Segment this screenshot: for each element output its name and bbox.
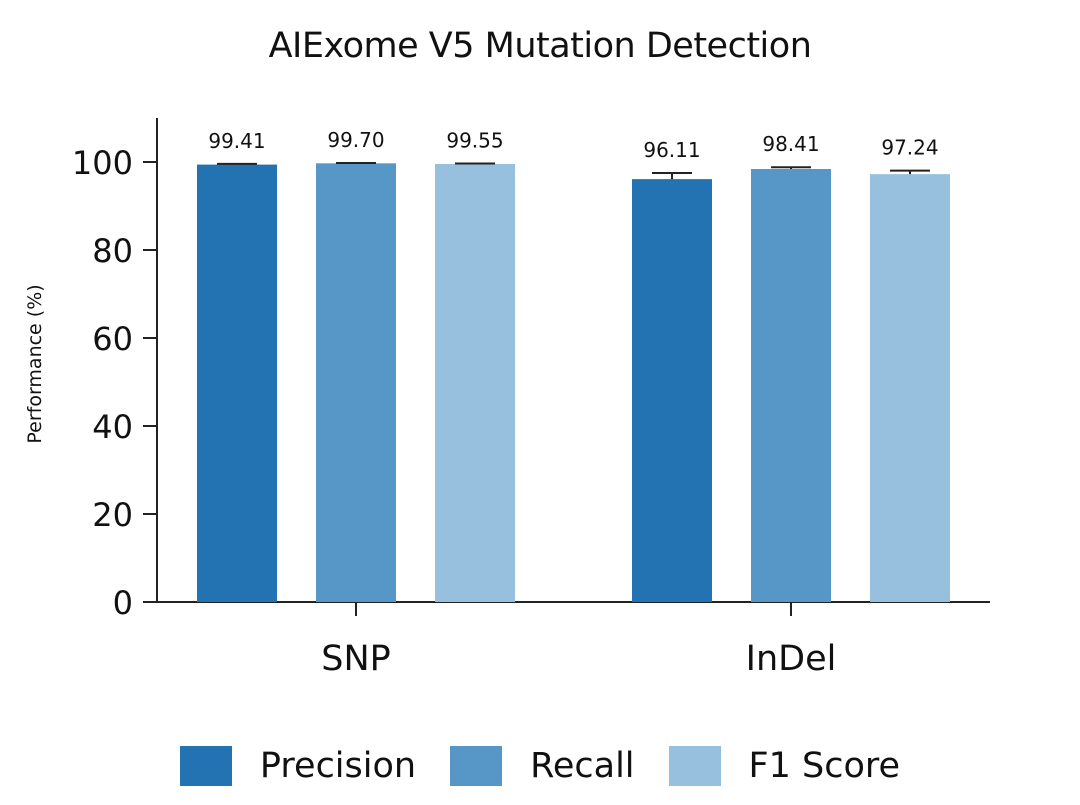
data-label: 99.41: [208, 129, 265, 153]
legend-swatch: [450, 746, 503, 786]
y-tick-label: 100: [72, 144, 133, 182]
y-tick-label: 40: [92, 408, 133, 446]
y-tick-label: 80: [92, 232, 133, 270]
y-axis-label: Performance (%): [24, 284, 46, 443]
bar-precision: [632, 179, 712, 602]
legend-item: Precision: [179, 746, 417, 786]
legend: Precision Recall F1 Score: [0, 738, 1080, 794]
y-tick-label: 0: [113, 584, 133, 622]
bar-chart: 0 20 40 60 80 100 Performance (%) SNP 99.41 99.70…: [24, 118, 990, 679]
bar-recall: [316, 163, 396, 602]
bar-f1-score: [435, 163, 515, 603]
bar-precision: [197, 164, 277, 602]
legend-label: F1 Score: [748, 746, 901, 786]
y-tick-label: 60: [92, 320, 133, 358]
bar-recall: [751, 168, 831, 602]
legend-label: Precision: [259, 746, 417, 786]
x-tick-label: SNP: [321, 639, 391, 679]
legend-swatch: [668, 746, 721, 786]
legend-label: Recall: [530, 746, 635, 786]
data-label: 98.41: [762, 132, 819, 156]
y-tick-label: 20: [92, 496, 133, 534]
x-tick-label: InDel: [746, 639, 837, 679]
data-label: 97.24: [881, 136, 938, 160]
data-label: 99.55: [446, 129, 503, 153]
bar-f1-score: [870, 174, 950, 603]
legend-swatch: [179, 746, 232, 786]
data-label: 96.11: [643, 138, 700, 162]
chart-title: AIExome V5 Mutation Detection: [268, 26, 812, 66]
legend-item: Recall: [450, 746, 635, 786]
legend-item: F1 Score: [668, 746, 901, 786]
data-label: 99.70: [327, 128, 384, 152]
